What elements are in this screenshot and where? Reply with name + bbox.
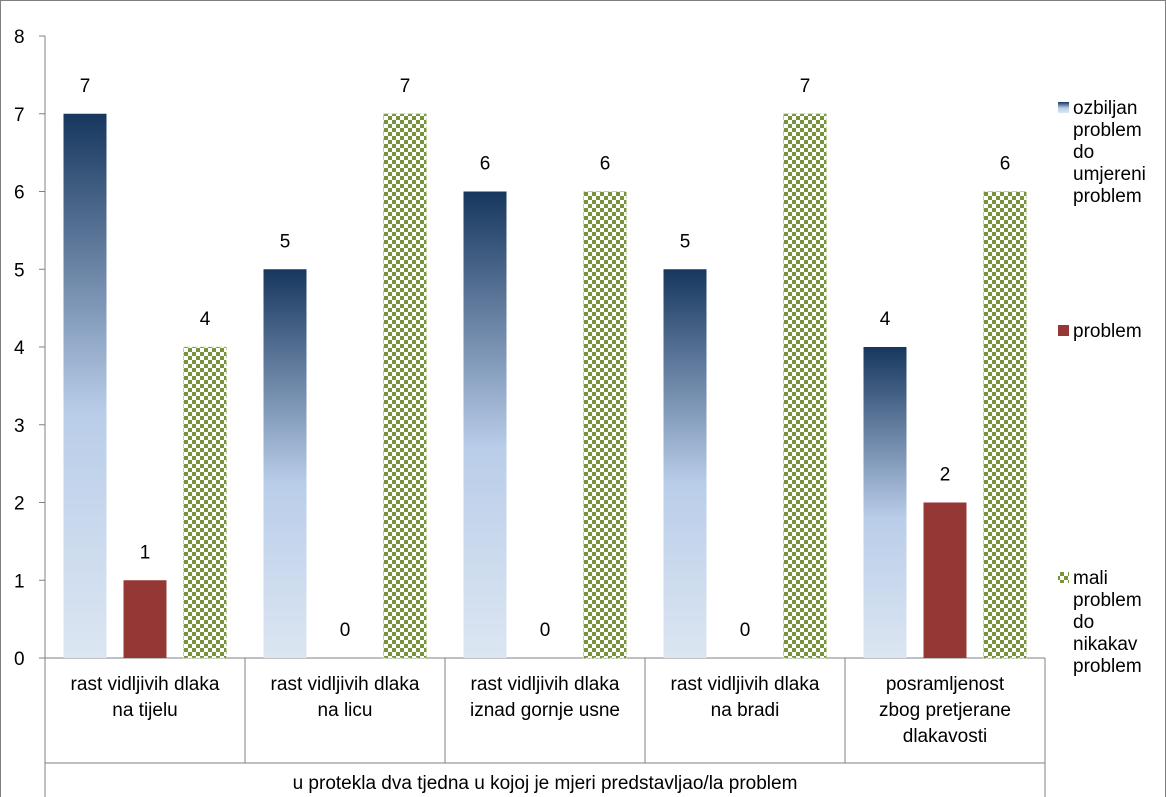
labels-group: rast vidljivih dlaka na tijelu rast vidlji… xyxy=(71,76,1011,794)
data-label: 1 xyxy=(140,542,151,563)
category-label: dlakavosti xyxy=(903,726,988,747)
legend-label: do xyxy=(1073,612,1094,633)
category-label: na tijelu xyxy=(112,700,178,721)
data-label: 2 xyxy=(940,465,951,486)
bar xyxy=(123,580,167,658)
legend-label: problem xyxy=(1073,321,1142,342)
data-label: 7 xyxy=(400,76,411,97)
y-tick-label: 0 xyxy=(14,649,25,670)
category-label: na bradi xyxy=(711,700,780,721)
bar xyxy=(663,269,707,658)
data-label: 5 xyxy=(280,231,291,252)
data-label: 6 xyxy=(600,154,611,175)
legend-label: nikakav xyxy=(1073,634,1138,655)
legend-swatch xyxy=(1058,572,1069,583)
y-tick-label: 5 xyxy=(14,260,25,281)
y-tick-label: 3 xyxy=(14,416,25,437)
data-label: 7 xyxy=(800,76,811,97)
x-axis-title: u protekla dva tjedna u kojoj je mjeri p… xyxy=(293,773,798,794)
y-tick-label: 1 xyxy=(14,571,25,592)
bar xyxy=(923,502,967,658)
data-label: 4 xyxy=(880,309,891,330)
legend-label: problem xyxy=(1073,656,1142,677)
bar xyxy=(463,191,507,658)
y-tick-label: 2 xyxy=(14,494,25,515)
legend-swatch xyxy=(1058,325,1069,336)
y-tick-label: 8 xyxy=(14,27,25,48)
data-label: 0 xyxy=(340,620,351,641)
legend-label: problem xyxy=(1073,590,1142,611)
category-label: posramljenost xyxy=(886,674,1005,695)
data-label: 7 xyxy=(80,76,91,97)
category-label: rast vidljivih dlaka xyxy=(271,674,420,695)
legend-label: ozbiljan xyxy=(1073,98,1137,119)
legend-swatch xyxy=(1058,102,1069,113)
y-tick-label: 4 xyxy=(14,338,25,359)
y-tick-label: 6 xyxy=(14,183,25,204)
legend-label: problem xyxy=(1073,120,1142,141)
bar xyxy=(783,113,827,659)
legend: ozbiljanproblemdoumjereniproblemproblemm… xyxy=(1058,98,1146,677)
y-tick-label: 7 xyxy=(14,105,25,126)
legend-label: do xyxy=(1073,142,1094,163)
data-label: 6 xyxy=(480,154,491,175)
category-label: zbog pretjerane xyxy=(879,700,1011,721)
data-label: 5 xyxy=(680,231,691,252)
data-label: 4 xyxy=(200,309,211,330)
bar xyxy=(863,347,907,658)
legend-label: mali xyxy=(1073,568,1108,589)
category-label: rast vidljivih dlaka xyxy=(671,674,820,695)
legend-label: umjereni xyxy=(1073,164,1146,185)
bar xyxy=(983,191,1027,659)
bar xyxy=(183,346,227,659)
bars-group xyxy=(63,113,1027,659)
data-label: 6 xyxy=(1000,154,1011,175)
category-label: rast vidljivih dlaka xyxy=(471,674,620,695)
bar xyxy=(383,113,427,659)
data-label: 0 xyxy=(540,620,551,641)
category-label: rast vidljivih dlaka xyxy=(71,674,220,695)
bar xyxy=(63,113,107,658)
legend-label: problem xyxy=(1073,186,1142,207)
data-label: 0 xyxy=(740,620,751,641)
bar xyxy=(263,269,307,658)
bar xyxy=(583,191,627,659)
category-label: na licu xyxy=(318,700,373,721)
category-label: iznad gornje usne xyxy=(470,700,620,721)
